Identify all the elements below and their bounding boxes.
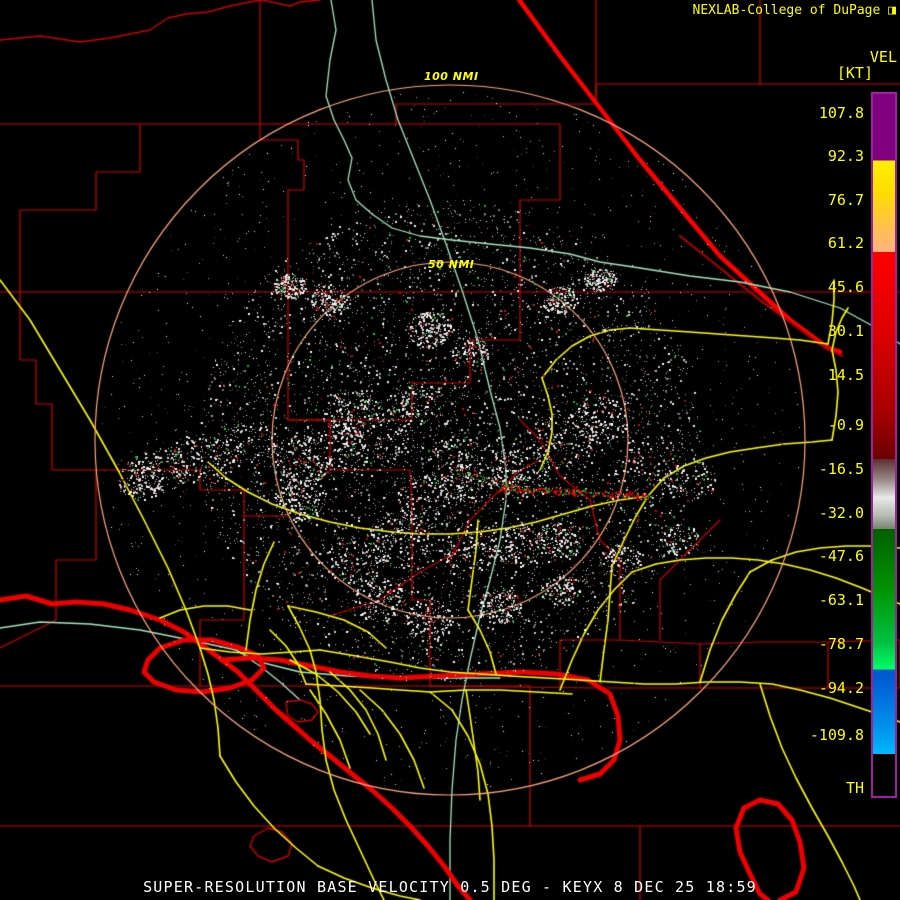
colorbar-tick-11: -63.1 [818, 591, 864, 609]
colorbar-gradient [873, 94, 895, 796]
colorbar-tick-7: -0.9 [827, 416, 864, 434]
colorbar-tick-13: -94.2 [818, 679, 864, 697]
colorbar-tick-0: 107.8 [818, 104, 864, 122]
colorbar-tick-10: -47.6 [818, 547, 864, 565]
colorbar-title-label: VEL [869, 48, 897, 66]
colorbar-tick-2: 76.7 [827, 191, 864, 209]
provider-credit-label: NEXLAB-College of DuPage ◨ [692, 3, 897, 18]
colorbar-tick-12: -78.7 [818, 635, 864, 653]
colorbar-tick-5: 30.1 [827, 322, 864, 340]
colorbar-units-label: [KT] [836, 64, 873, 82]
colorbar-tick-3: 61.2 [827, 234, 864, 252]
range-ring-label-100nmi: 100 NMI [424, 70, 479, 83]
range-ring-label-50nmi: 50 NMI [428, 258, 475, 271]
colorbar-tick-9: -32.0 [818, 504, 864, 522]
colorbar-tick-4: 45.6 [827, 278, 864, 296]
colorbar-strip[interactable] [871, 92, 897, 798]
colorbar-tick-1: 92.3 [827, 147, 864, 165]
colorbar-tick-8: -16.5 [818, 460, 864, 478]
colorbar-panel: VEL [KT] [790, 0, 900, 900]
colorbar-tick-6: 14.5 [827, 366, 864, 384]
colorbar-tick-14: -109.8 [809, 726, 864, 744]
product-status-bar: SUPER-RESOLUTION BASE VELOCITY 0.5 DEG -… [143, 878, 757, 896]
colorbar-threshold-label: TH [845, 779, 864, 797]
